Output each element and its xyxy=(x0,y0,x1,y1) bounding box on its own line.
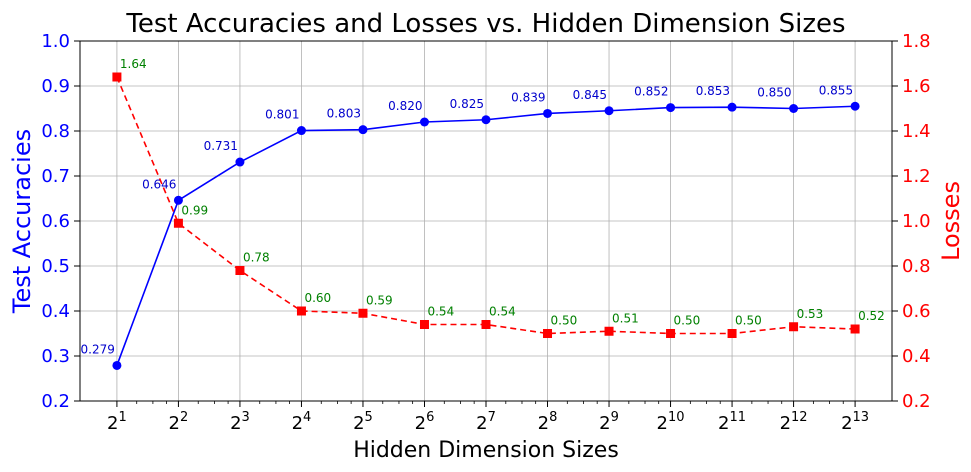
accuracy-data-label: 0.803 xyxy=(327,107,361,121)
accuracy-data-label: 0.825 xyxy=(450,97,484,111)
accuracy-point xyxy=(543,108,553,118)
grid xyxy=(80,40,892,402)
tick-label-x: 24 xyxy=(292,410,312,434)
loss-data-label: 0.52 xyxy=(858,309,885,323)
loss-point xyxy=(112,72,122,82)
accuracy-point xyxy=(789,104,799,113)
tick-label-left: 0.6 xyxy=(41,211,70,232)
chart-title: Test Accuracies and Losses vs. Hidden Di… xyxy=(125,9,845,39)
accuracy-data-label: 0.801 xyxy=(265,108,299,122)
loss-data-label: 0.60 xyxy=(304,291,331,305)
accuracy-data-label: 0.731 xyxy=(204,139,238,153)
tick-label-right: 1.4 xyxy=(902,121,931,142)
accuracy-point xyxy=(358,125,368,135)
tick-label-left: 0.5 xyxy=(41,256,70,277)
tick-label-x: 23 xyxy=(230,410,250,434)
accuracy-data-label: 0.646 xyxy=(142,177,176,191)
tick-label-x: 29 xyxy=(599,410,619,434)
tick-label-x: 27 xyxy=(476,410,496,434)
loss-data-label: 0.50 xyxy=(735,314,762,328)
accuracy-data-label: 0.852 xyxy=(634,85,668,99)
tick-label-x: 212 xyxy=(780,410,808,434)
accuracy-point xyxy=(481,115,491,125)
tick-label-x: 211 xyxy=(718,410,746,434)
tick-label-left: 0.2 xyxy=(41,391,70,412)
loss-point xyxy=(604,326,614,336)
accuracy-data-label: 0.855 xyxy=(819,83,853,97)
y-axis-right-label: Losses xyxy=(937,181,965,261)
loss-point xyxy=(481,320,491,329)
loss-point xyxy=(173,218,183,228)
accuracy-point xyxy=(419,117,429,127)
tick-label-left: 1.0 xyxy=(41,31,70,52)
accuracy-point xyxy=(850,101,860,111)
x-axis-label: Hidden Dimension Sizes xyxy=(353,438,619,463)
loss-data-label: 0.78 xyxy=(243,251,270,265)
accuracy-point xyxy=(235,157,245,167)
data-labels: 0.279 0.646 0.731 0.801 0.803 0.820 0.825 0.839… xyxy=(81,57,885,356)
tick-label-left: 0.9 xyxy=(41,76,70,97)
loss-data-label: 0.54 xyxy=(427,305,454,319)
tick-label-left: 0.8 xyxy=(41,121,70,142)
loss-data-label: 0.50 xyxy=(551,314,578,328)
tick-label-x: 21 xyxy=(107,410,127,434)
tick-label-x: 22 xyxy=(169,410,189,434)
accuracy-data-label: 0.279 xyxy=(81,342,115,356)
loss-data-label: 0.50 xyxy=(674,314,701,328)
accuracy-data-label: 0.853 xyxy=(696,84,730,98)
loss-point xyxy=(543,329,553,338)
accuracy-point xyxy=(112,360,122,370)
tick-label-x: 213 xyxy=(841,410,869,434)
loss-data-label: 0.51 xyxy=(612,311,639,325)
accuracy-point xyxy=(604,106,614,116)
tick-label-right: 1.0 xyxy=(902,211,931,232)
tick-label-left: 0.7 xyxy=(41,166,70,187)
loss-data-label: 0.53 xyxy=(797,307,824,321)
tick-label-left: 0.4 xyxy=(41,301,70,322)
accuracy-point xyxy=(173,195,183,205)
tick-label-left: 0.3 xyxy=(41,346,70,367)
series-layer xyxy=(112,72,860,370)
tick-label-x: 210 xyxy=(657,410,685,434)
accuracy-data-label: 0.850 xyxy=(757,86,791,100)
accuracy-point xyxy=(296,126,306,136)
tick-label-right: 0.2 xyxy=(902,391,931,412)
loss-data-label: 0.59 xyxy=(366,293,393,307)
tick-label-right: 0.6 xyxy=(902,301,931,322)
tick-label-right: 0.8 xyxy=(902,256,931,277)
loss-point xyxy=(727,329,737,338)
tick-label-x: 25 xyxy=(353,410,373,434)
loss-data-label: 0.99 xyxy=(181,203,208,217)
loss-point xyxy=(666,329,676,338)
loss-data-label: 1.64 xyxy=(120,57,147,71)
accuracy-point xyxy=(666,103,676,113)
y-axis-left-label: Test Accuracies xyxy=(8,129,36,314)
tick-label-x: 28 xyxy=(538,410,558,434)
loss-point xyxy=(296,306,306,316)
loss-point xyxy=(419,320,429,329)
tick-label-right: 1.2 xyxy=(902,166,931,187)
axis-ticks: 0.2 0.3 0.4 0.5 0.6 0.7 0.8 0.9 1.0 0.2 0.4 0.6 0.8 1… xyxy=(41,31,930,434)
accuracy-point xyxy=(727,102,737,112)
tick-label-right: 1.8 xyxy=(902,31,931,52)
tick-label-right: 0.4 xyxy=(902,346,931,367)
loss-data-label: 0.54 xyxy=(489,305,516,319)
tick-label-right: 1.6 xyxy=(902,76,931,97)
loss-point xyxy=(850,324,860,334)
loss-point xyxy=(358,308,368,318)
loss-point xyxy=(789,322,799,332)
accuracy-data-label: 0.839 xyxy=(511,90,545,104)
tick-label-x: 26 xyxy=(415,410,435,434)
loss-point xyxy=(235,266,245,275)
accuracy-data-label: 0.820 xyxy=(388,99,422,113)
accuracy-data-label: 0.845 xyxy=(573,88,607,102)
